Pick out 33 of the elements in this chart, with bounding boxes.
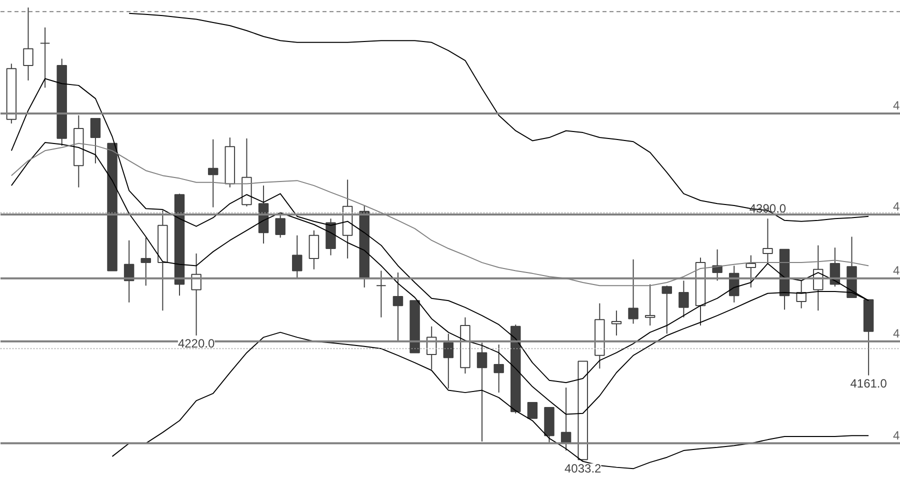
candlestick — [678, 280, 689, 318]
annotation: 4033.2 — [564, 462, 602, 476]
text: 4 — [892, 263, 900, 278]
candlestick — [662, 285, 672, 334]
candlestick — [308, 230, 320, 270]
candlestick — [23, 7, 34, 81]
candlestick — [712, 248, 722, 282]
candlestick — [443, 333, 454, 389]
candlestick — [140, 237, 151, 286]
candlestick — [40, 26, 50, 88]
annotation: 4161.0 — [850, 376, 888, 390]
candlestick — [494, 344, 504, 394]
candlestick — [376, 270, 386, 318]
text: 4 — [892, 200, 900, 214]
candlestick — [644, 284, 656, 326]
text: 4 — [892, 428, 900, 442]
annotation: 4220.0 — [178, 336, 215, 350]
candlestick — [90, 118, 101, 164]
candlestick — [560, 387, 572, 452]
text: 4 — [892, 98, 900, 113]
candlestick — [611, 310, 622, 336]
candlestick — [762, 218, 773, 265]
candlestick — [628, 258, 638, 324]
candlestick — [392, 272, 404, 341]
candlestick — [746, 254, 756, 288]
candlestick — [292, 234, 302, 278]
candlestick — [527, 402, 538, 419]
candlestick — [275, 213, 286, 238]
annotation: 4390.0 — [749, 202, 786, 216]
candlestick — [476, 342, 488, 442]
candlestick — [208, 138, 218, 208]
candlestick — [796, 280, 806, 309]
text: 4 — [892, 326, 900, 340]
